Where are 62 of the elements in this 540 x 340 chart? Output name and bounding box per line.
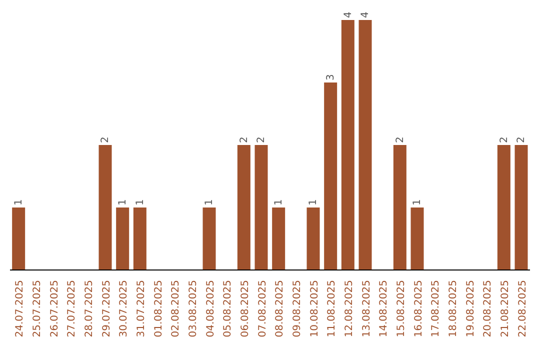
- x-tick-label: 30.07.2025: [118, 280, 130, 338]
- x-tick-label: 02.08.2025: [170, 280, 182, 338]
- x-tick-label: 12.08.2025: [344, 280, 355, 338]
- bar: [237, 145, 250, 270]
- data-label: 1: [118, 199, 129, 206]
- bar: [497, 145, 510, 270]
- x-tick-label: 29.07.2025: [101, 280, 112, 338]
- x-tick-label: 24.07.2025: [14, 280, 26, 338]
- data-label: 3: [326, 74, 337, 80]
- x-tick-label: 13.08.2025: [361, 280, 372, 338]
- x-tick-label: 03.08.2025: [188, 280, 199, 338]
- data-label: 2: [238, 136, 250, 143]
- data-label: 2: [516, 136, 528, 143]
- data-label: 4: [360, 12, 372, 18]
- x-tick-label: 15.08.2025: [396, 280, 407, 338]
- bar: [12, 208, 26, 270]
- x-tick-label: 17.08.2025: [430, 280, 442, 338]
- bar: [341, 20, 354, 270]
- x-tick-label: 28.07.2025: [84, 280, 95, 338]
- bar: [306, 208, 320, 270]
- data-label: 1: [308, 199, 320, 206]
- data-label: 1: [274, 199, 285, 206]
- data-label: 1: [412, 199, 424, 206]
- x-tick-label: 20.08.2025: [482, 280, 494, 338]
- data-label: 4: [342, 12, 354, 18]
- x-tick-label: 11.08.2025: [326, 280, 338, 338]
- bar: [410, 208, 424, 270]
- x-tick-label: 07.08.2025: [257, 280, 268, 338]
- x-tick-label: 01.08.2025: [153, 280, 164, 338]
- bar: [324, 82, 338, 270]
- x-tick-label: 10.08.2025: [309, 280, 320, 338]
- x-tick-label: 26.07.2025: [49, 280, 60, 338]
- x-tick-label: 22.08.2025: [517, 280, 528, 338]
- bar: [133, 208, 146, 270]
- data-label: 2: [498, 136, 510, 143]
- x-tick-label: 08.08.2025: [274, 280, 286, 338]
- bar: [254, 145, 268, 270]
- bar: [393, 145, 406, 270]
- bar: [514, 145, 528, 270]
- bar: [272, 208, 286, 270]
- data-label: 1: [134, 199, 146, 206]
- data-label: 1: [14, 199, 25, 206]
- data-label: 2: [256, 136, 268, 143]
- bar: [202, 208, 216, 270]
- x-tick-label: 14.08.2025: [378, 280, 390, 338]
- x-tick-label: 21.08.2025: [500, 280, 511, 338]
- bar: [116, 208, 130, 270]
- x-tick-label: 18.08.2025: [448, 280, 459, 338]
- x-tick-label: 16.08.2025: [413, 280, 424, 338]
- x-tick-label: 05.08.2025: [222, 280, 234, 338]
- data-label: 2: [100, 136, 112, 143]
- bar: [98, 145, 112, 270]
- x-tick-label: 19.08.2025: [465, 280, 476, 338]
- x-tick-label: 31.07.2025: [136, 280, 147, 338]
- x-tick-label: 27.07.2025: [66, 280, 78, 338]
- x-tick-label: 06.08.2025: [240, 280, 251, 338]
- x-tick-label: 09.08.2025: [292, 280, 303, 338]
- bar: [358, 20, 372, 270]
- x-tick-label: 04.08.2025: [205, 280, 216, 338]
- data-label: 2: [394, 136, 406, 143]
- data-label: 1: [204, 199, 216, 206]
- x-tick-label: 25.07.2025: [32, 280, 43, 338]
